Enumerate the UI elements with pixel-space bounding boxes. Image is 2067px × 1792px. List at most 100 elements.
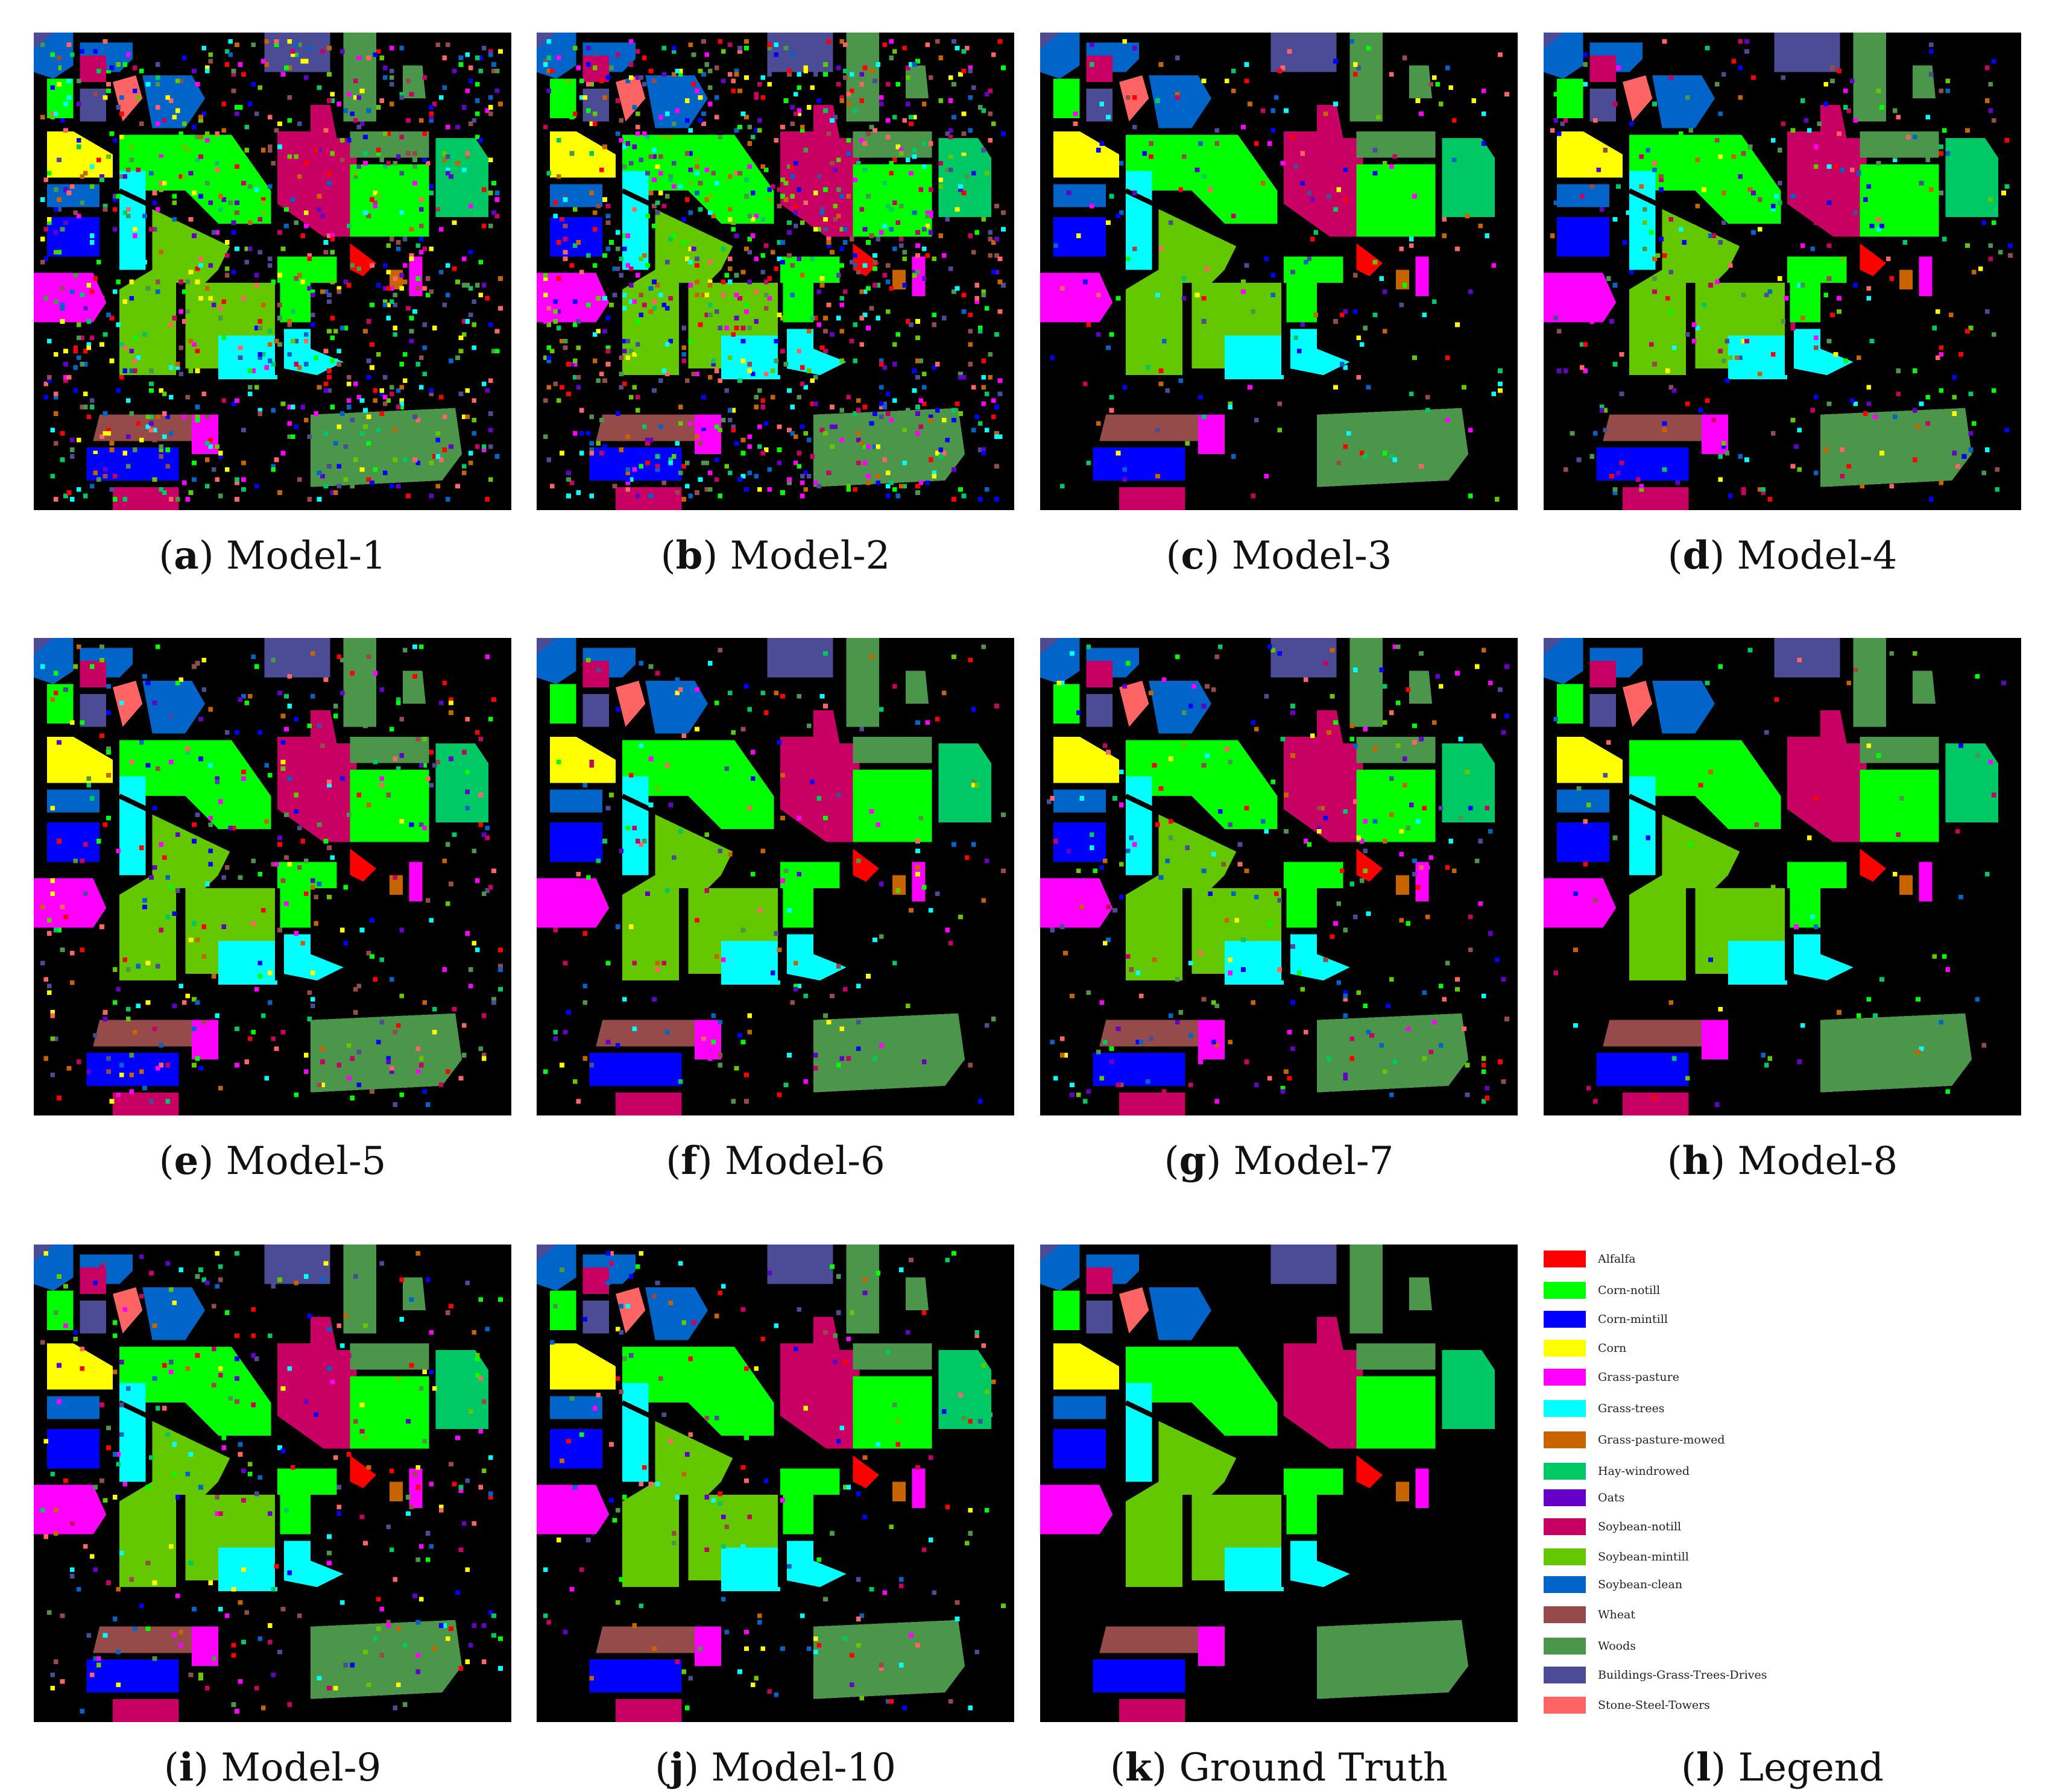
noise-pixel — [1981, 470, 1987, 476]
noise-pixel — [1672, 473, 1677, 479]
noise-pixel — [393, 1029, 398, 1035]
noise-pixel — [974, 414, 980, 420]
noise-pixel — [968, 233, 973, 238]
noise-pixel — [678, 405, 683, 409]
noise-pixel — [1126, 848, 1131, 854]
noise-pixel — [708, 1056, 713, 1061]
noise-pixel — [208, 52, 213, 57]
noise-pixel — [688, 1356, 693, 1361]
noise-pixel — [1738, 355, 1743, 360]
noise-pixel — [889, 171, 894, 176]
noise-pixel — [885, 493, 891, 499]
noise-pixel — [139, 1254, 144, 1260]
noise-pixel — [1086, 644, 1091, 649]
class-region — [34, 1245, 74, 1291]
noise-pixel — [977, 1099, 983, 1104]
noise-pixel — [652, 148, 657, 153]
noise-pixel — [1853, 401, 1858, 406]
noise-pixel — [974, 299, 980, 304]
noise-pixel — [386, 151, 391, 156]
noise-pixel — [452, 1481, 457, 1486]
noise-pixel — [1280, 65, 1286, 71]
noise-pixel — [1589, 454, 1595, 459]
noise-pixel — [333, 1455, 338, 1460]
noise-pixel — [1481, 648, 1486, 653]
noise-pixel — [813, 1649, 818, 1655]
class-region — [780, 256, 840, 323]
noise-pixel — [445, 171, 450, 176]
noise-pixel — [1428, 81, 1434, 87]
noise-pixel — [205, 414, 210, 420]
class-region — [1702, 414, 1728, 455]
noise-pixel — [1099, 101, 1104, 107]
noise-pixel — [356, 95, 361, 100]
noise-pixel — [415, 1046, 421, 1051]
noise-pixel — [873, 444, 877, 449]
noise-pixel — [93, 1567, 98, 1572]
noise-pixel — [1738, 454, 1743, 459]
noise-pixel — [1248, 101, 1252, 107]
noise-pixel — [175, 365, 180, 370]
class-region — [616, 681, 646, 727]
noise-pixel — [701, 121, 706, 127]
noise-pixel — [727, 470, 733, 476]
noise-pixel — [83, 891, 88, 897]
noise-pixel — [1359, 342, 1365, 347]
noise-pixel — [1698, 319, 1703, 324]
noise-pixel — [1122, 684, 1128, 689]
noise-pixel — [794, 461, 798, 465]
noise-pixel — [543, 398, 548, 403]
noise-pixel — [1813, 164, 1819, 169]
noise-pixel — [774, 358, 778, 364]
noise-pixel — [823, 187, 828, 192]
noise-pixel — [238, 875, 243, 880]
noise-pixel — [579, 1527, 584, 1533]
noise-pixel — [373, 388, 378, 393]
noise-pixel — [1395, 700, 1401, 705]
noise-pixel — [1162, 1089, 1167, 1094]
noise-pixel — [327, 72, 332, 77]
noise-pixel — [224, 1613, 230, 1618]
noise-pixel — [955, 286, 960, 291]
noise-pixel — [560, 385, 564, 390]
noise-pixel — [948, 266, 953, 271]
noise-pixel — [231, 1653, 236, 1658]
noise-pixel — [625, 477, 631, 482]
noise-pixel — [1293, 335, 1299, 341]
noise-pixel — [553, 200, 558, 206]
noise-pixel — [889, 39, 894, 44]
noise-pixel — [435, 454, 441, 459]
noise-pixel — [695, 918, 699, 923]
noise-pixel — [546, 345, 552, 350]
noise-pixel — [708, 283, 713, 288]
noise-pixel — [556, 55, 561, 60]
noise-pixel — [152, 1580, 157, 1585]
noise-pixel — [119, 1550, 124, 1556]
noise-pixel — [488, 322, 493, 327]
noise-pixel — [876, 315, 881, 321]
noise-pixel — [1741, 490, 1746, 495]
noise-pixel — [149, 875, 154, 880]
noise-pixel — [425, 1531, 431, 1536]
noise-pixel — [168, 322, 174, 327]
noise-pixel — [1119, 895, 1124, 900]
noise-pixel — [800, 493, 805, 499]
noise-pixel — [162, 391, 167, 397]
noise-pixel — [50, 1673, 55, 1677]
noise-pixel — [366, 108, 371, 113]
noise-pixel — [1550, 128, 1555, 133]
noise-pixel — [402, 263, 408, 268]
noise-pixel — [1662, 253, 1667, 258]
noise-pixel — [648, 1481, 654, 1486]
noise-pixel — [314, 148, 318, 153]
noise-pixel — [602, 295, 607, 301]
noise-pixel — [718, 1020, 723, 1025]
noise-pixel — [343, 1662, 349, 1668]
noise-pixel — [119, 134, 124, 139]
noise-pixel — [488, 191, 493, 195]
noise-pixel — [622, 233, 627, 238]
class-region — [34, 878, 107, 928]
noise-pixel — [1336, 901, 1342, 906]
class-region — [1040, 638, 1080, 684]
noise-pixel — [409, 875, 414, 880]
